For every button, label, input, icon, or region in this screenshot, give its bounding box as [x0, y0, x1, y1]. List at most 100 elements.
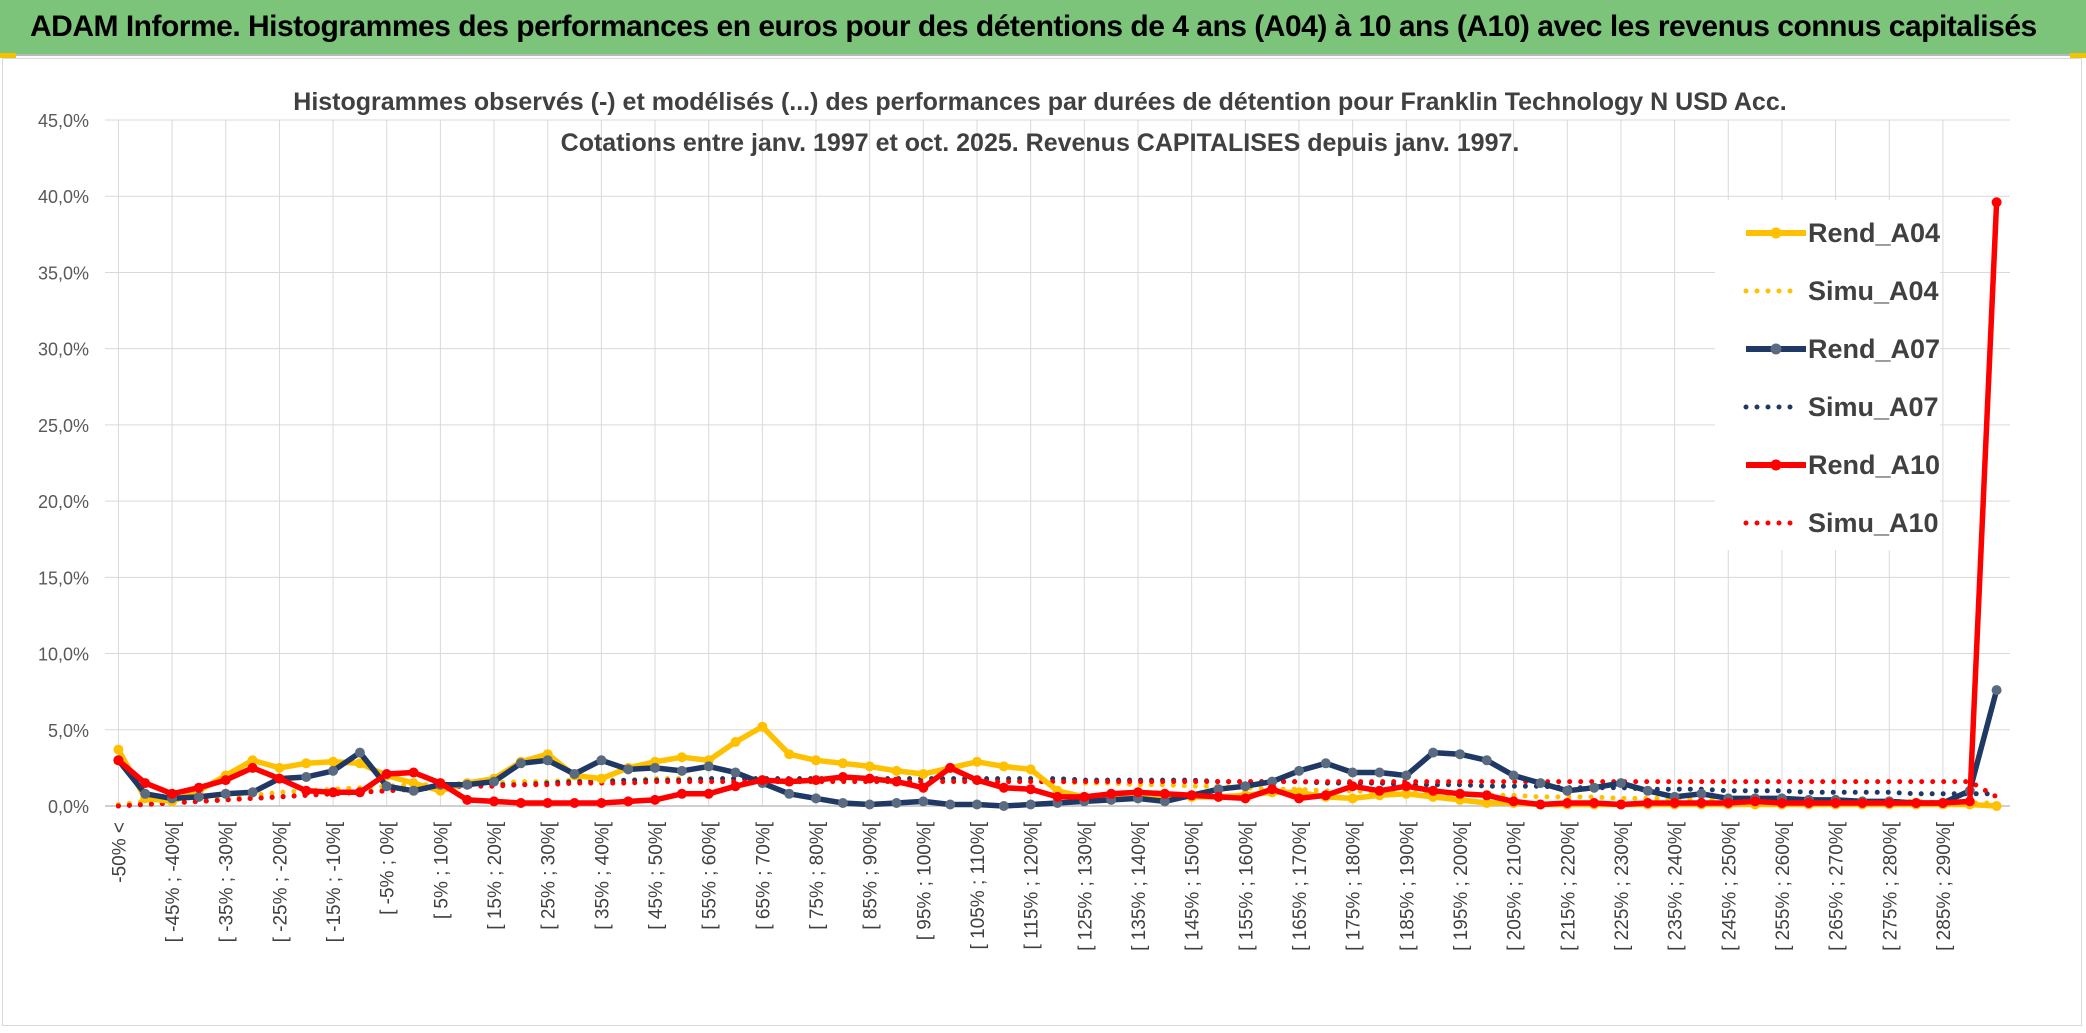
rend-a10-point: [837, 772, 848, 782]
rend-a10-point: [220, 775, 231, 786]
rend-a07-point: [140, 788, 151, 799]
rend-a10-point: [1830, 798, 1841, 808]
rend-a10-point: [918, 782, 929, 793]
rend-a04-point: [354, 758, 365, 769]
rend-a10-point: [1267, 784, 1278, 795]
rend-a10-point: [1320, 790, 1331, 801]
y-tick-label: 20,0%: [38, 492, 89, 512]
rend-a10-point: [1079, 791, 1090, 802]
rend-a10-point: [1508, 796, 1519, 807]
legend-item-simu-a07: Simu_A07: [1743, 392, 1939, 422]
legend-label: Simu_A07: [1808, 392, 1939, 422]
rend-a10-point: [703, 788, 714, 799]
legend-item-rend-a07: Rend_A07: [1746, 334, 1940, 364]
rend-a10-point: [623, 796, 634, 807]
rend-a10-point: [1052, 791, 1063, 802]
rend-a07-point: [864, 799, 875, 810]
rend-a07-point: [998, 801, 1009, 811]
rend-a10-point: [1964, 796, 1975, 807]
rend-a10-point: [998, 782, 1009, 793]
y-tick-label: 35,0%: [38, 263, 89, 283]
rend-a07-point: [1401, 770, 1412, 781]
rend-a10-point: [1642, 798, 1653, 808]
rend-a07-point: [623, 764, 634, 775]
legend-label: Rend_A07: [1808, 334, 1940, 364]
rend-a10-point: [1240, 793, 1251, 804]
x-tick-label: [ 55% ; 60%[: [700, 821, 721, 929]
rend-a10-point: [1803, 798, 1814, 808]
rend-a10-point: [1696, 798, 1707, 808]
rend-a07-point: [837, 798, 848, 808]
rend-a07-point: [784, 788, 795, 799]
rend-a10-point: [1991, 197, 2002, 208]
rend-a04-point: [811, 755, 821, 766]
corner-mark-left: [0, 53, 16, 58]
rend-a10-point: [1776, 798, 1787, 808]
y-tick-label: 5,0%: [48, 721, 89, 741]
rend-a04-point: [784, 749, 795, 760]
rend-a10-point: [891, 776, 902, 787]
x-tick-label: [ 35% ; 40%[: [592, 821, 613, 929]
rend-a04-point: [301, 758, 312, 769]
rend-a07-point: [945, 799, 956, 810]
rend-a10-point: [596, 798, 607, 808]
rend-a10-point: [462, 794, 473, 805]
rend-a04-point: [972, 756, 982, 767]
rend-a07-point: [408, 785, 419, 796]
rend-a04-point: [918, 769, 929, 779]
rend-a07-point: [1991, 685, 2002, 696]
rend-a04-point: [1991, 801, 2002, 811]
rend-a10-point: [1401, 781, 1412, 792]
x-tick-label: [ 125% ; 130%[: [1075, 821, 1096, 951]
legend-label: Simu_A04: [1808, 276, 1939, 306]
rend-a07-point: [489, 776, 499, 787]
rend-a07-point: [676, 765, 687, 776]
x-tick-label: [ 25% ; 30%[: [539, 821, 560, 929]
x-tick-label: [ 265% ; 270%[: [1827, 821, 1848, 951]
rend-a10-point: [301, 785, 312, 796]
legend-marker: [1770, 459, 1782, 471]
rend-a10-point: [274, 773, 285, 784]
x-tick-label: [ 115% ; 120%[: [1022, 821, 1043, 949]
legend-marker: [1770, 343, 1782, 355]
rend-a10-point: [1106, 788, 1117, 799]
chart-frame: [2, 58, 2082, 1026]
rend-a10-point: [1911, 798, 1922, 808]
rend-a10-point: [864, 773, 875, 784]
rend-a10-point: [784, 776, 795, 787]
rend-a07-point: [542, 755, 553, 766]
x-tick-label: [ 5% ; 10%[: [431, 821, 452, 919]
x-tick-label: [ 175% ; 180%[: [1344, 821, 1365, 951]
report-banner: ADAM Informe. Histogrammes des performan…: [0, 0, 2086, 56]
x-tick-label: [ 65% ; 70%[: [753, 821, 774, 929]
rend-a04-point: [676, 752, 687, 763]
rend-a07-point: [918, 796, 929, 807]
corner-mark-right: [2070, 53, 2086, 58]
rend-a10-point: [945, 762, 956, 773]
rend-a10-point: [247, 762, 258, 773]
rend-a07-point: [515, 758, 526, 769]
rend-a07-point: [462, 779, 473, 790]
rend-a10-point: [1025, 784, 1036, 795]
rend-a07-point: [1696, 788, 1707, 799]
rend-a04-point: [1401, 788, 1412, 799]
rend-a10-point: [730, 781, 741, 792]
x-tick-label: [ 275% ; 280%[: [1880, 821, 1901, 951]
y-tick-label: 30,0%: [38, 340, 89, 360]
rend-a07-point: [1240, 781, 1251, 792]
rend-a10-point: [167, 788, 178, 799]
x-tick-label: [ 155% ; 160%[: [1236, 821, 1257, 951]
y-tick-label: 25,0%: [38, 416, 89, 436]
rend-a10-point: [1589, 798, 1600, 808]
axis-layer: 0,0% 5,0% 10,0% 15,0% 20,0% 25,0% 30,0% 35,0% 40…: [38, 111, 2010, 951]
chart-title: Histogrammes observés (-) et modélisés (…: [293, 88, 1786, 157]
x-tick-label: [ -5% ; 0%[: [378, 821, 399, 915]
rend-a07-point: [1213, 784, 1224, 795]
rend-a10-point: [1669, 798, 1680, 808]
x-tick-label: [ 105% ; 110%[: [968, 821, 989, 949]
rend-a10-point: [1750, 796, 1761, 807]
rend-a10-point: [328, 787, 339, 798]
rend-a10-point: [1428, 785, 1439, 796]
rend-a10-point: [1723, 798, 1734, 808]
